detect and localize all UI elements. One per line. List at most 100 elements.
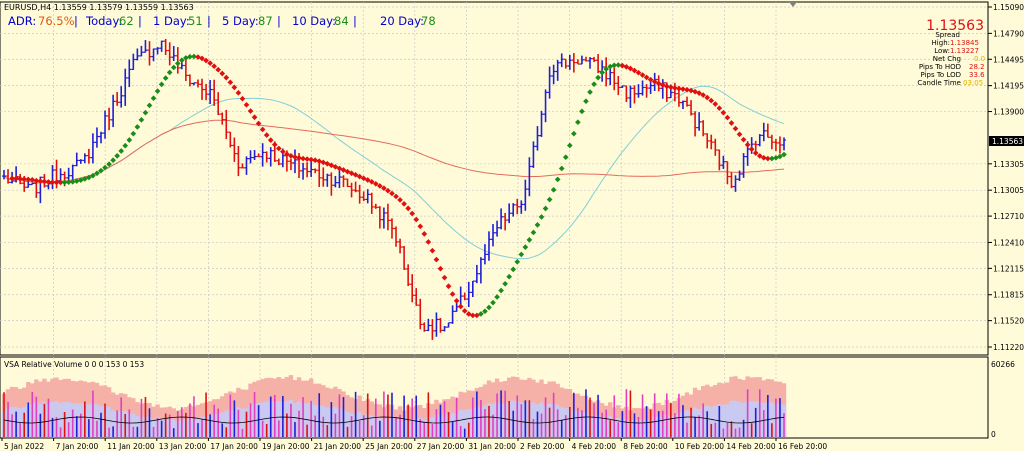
hma-dot-up	[146, 102, 153, 109]
hma-dot-up	[494, 294, 500, 300]
time-tick-label: 14 Feb 20:00	[726, 442, 775, 451]
time-tick-label: 25 Jan 20:00	[365, 442, 413, 451]
price-bar	[495, 220, 500, 237]
price-bar	[434, 312, 439, 337]
sub-axis-top: 60266	[991, 360, 1015, 369]
vol-mid	[709, 406, 714, 437]
hull-ma-dots	[9, 53, 787, 319]
hma-dot-up	[98, 167, 104, 174]
grid	[0, 2, 988, 355]
hma-dot-up	[166, 69, 173, 76]
hma-dot-down	[356, 173, 363, 180]
price-bar	[30, 182, 35, 186]
price-bar	[98, 131, 103, 144]
hma-dot-down	[712, 101, 719, 107]
hma-dot-down	[385, 187, 391, 194]
price-tick-label: 1.13005	[993, 186, 1024, 195]
d10-value: 84	[334, 14, 349, 28]
price-bar	[252, 149, 257, 160]
price-bar	[592, 56, 597, 63]
price-bar	[151, 48, 156, 62]
hma-dot-up	[158, 81, 165, 88]
price-bar	[82, 153, 87, 164]
price-bar	[191, 82, 196, 86]
d10-label: 10 Day:	[292, 14, 336, 28]
hma-dot-up	[69, 178, 76, 185]
moving-averages	[3, 85, 785, 260]
time-tick-label: 11 Jan 20:00	[107, 442, 155, 451]
adr-label: ADR:	[8, 14, 36, 28]
price-bar	[345, 178, 350, 188]
hma-dot-down	[263, 132, 270, 138]
hma-dot-up	[595, 74, 601, 81]
hma-dot-up	[61, 179, 68, 186]
price-tick-label: 1.13305	[993, 160, 1024, 169]
hma-dot-up	[506, 273, 513, 280]
price-bar	[575, 59, 580, 65]
d1-label: 1 Day:	[153, 14, 190, 28]
hma-dot-up	[571, 130, 577, 137]
price-bar	[381, 207, 386, 229]
price-bar	[107, 107, 112, 131]
hma-dot-down	[401, 201, 407, 207]
price-bar	[175, 47, 180, 74]
hma-dot-down	[445, 283, 452, 290]
price-bar	[127, 59, 132, 88]
info-row-label: Pips To LOD	[921, 71, 961, 79]
sub-title: VSA Relative Volume 0 0 0 153 0 153	[4, 360, 144, 369]
price-bar	[216, 92, 221, 116]
price-bar	[733, 175, 738, 192]
hma-dot-down	[704, 94, 711, 101]
vol-mid	[749, 401, 754, 437]
hma-dot-down	[251, 114, 258, 121]
price-bar	[571, 53, 576, 73]
vol-mid	[458, 409, 463, 437]
hma-dot-down	[421, 231, 428, 237]
price-bar	[620, 85, 625, 89]
price-bar	[644, 84, 649, 98]
d5-label: 5 Day:	[222, 14, 259, 28]
price-bar	[309, 161, 314, 177]
price-bar	[329, 172, 334, 196]
price-bar	[111, 94, 116, 128]
info-panel: 1.13563 Spread High: 1.13845 Low: 1.1322…	[917, 18, 985, 87]
vol-mid	[345, 411, 350, 437]
hma-dot-down	[441, 274, 448, 281]
price-bar	[313, 168, 318, 174]
price-bar	[147, 41, 152, 66]
d1-value: 51	[188, 14, 203, 28]
price-bar	[389, 218, 394, 239]
price-bar	[680, 100, 685, 110]
hma-dot-up	[781, 151, 787, 158]
chart-shift-marker-icon[interactable]	[789, 2, 797, 7]
price-bar	[478, 257, 483, 284]
price-bar	[369, 192, 374, 214]
price-bar	[236, 145, 241, 177]
price-bar	[503, 212, 508, 231]
time-tick-label: 7 Jan 20:00	[56, 442, 99, 451]
hma-dot-down	[765, 155, 771, 162]
price-bar	[341, 175, 346, 188]
price-bar	[709, 134, 714, 150]
price-bar	[228, 131, 233, 148]
price-bar	[135, 48, 140, 61]
hma-dot-up	[478, 311, 484, 317]
price-bar	[410, 274, 415, 303]
price-bar	[757, 134, 762, 147]
current-price-big: 1.13563	[926, 18, 984, 34]
price-bar	[717, 149, 722, 171]
vol-mid	[713, 405, 718, 437]
hma-dot-down	[340, 167, 347, 173]
hma-dot-down	[304, 156, 310, 162]
hma-dot-down	[247, 108, 254, 114]
volume-bars	[1, 375, 787, 437]
price-bar	[187, 74, 192, 87]
hma-dot-down	[720, 109, 727, 116]
vol-mid	[276, 400, 282, 437]
price-bar	[697, 112, 702, 131]
sub-axis-bottom: 0	[991, 430, 996, 439]
hma-dot-up	[502, 280, 508, 287]
price-bar	[139, 45, 144, 57]
price-bar	[450, 305, 455, 324]
price-bar	[167, 42, 172, 66]
